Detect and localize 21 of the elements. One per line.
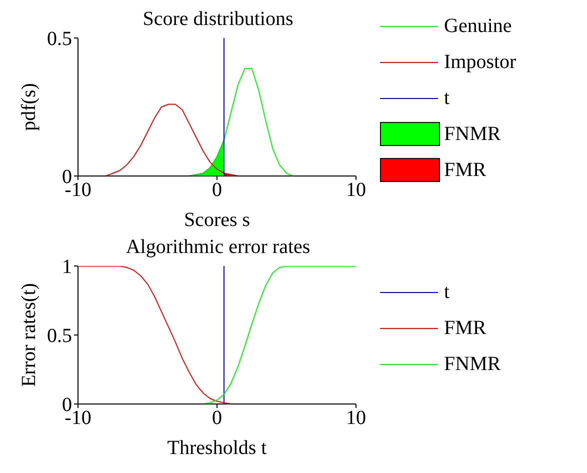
chart-title: Algorithmic error rates	[126, 236, 310, 258]
legend-label: FMR	[444, 158, 486, 182]
x-tick-label: 10	[346, 407, 366, 430]
legend-label: FNMR	[444, 352, 501, 376]
legend-label: Genuine	[444, 14, 512, 38]
legend-label: Impostor	[444, 50, 516, 74]
x-tick-label: 10	[346, 179, 366, 202]
x-axis-title: Thresholds t	[167, 437, 268, 459]
x-tick-label: 0	[212, 179, 222, 202]
legend-label: t	[444, 86, 450, 110]
y-axis-title: pdf(s)	[18, 83, 40, 131]
chart-title: Score distributions	[142, 8, 294, 30]
y-tick-label: 0.5	[47, 28, 72, 50]
legend-label: FMR	[444, 316, 486, 340]
x-axis-title: Scores s	[184, 209, 250, 231]
y-axis-title: Error rates(t)	[18, 283, 40, 387]
legend-label: FNMR	[444, 122, 501, 146]
legend-label: t	[444, 280, 450, 304]
y-tick-label: 0.5	[47, 325, 72, 348]
y-tick-label: 1	[62, 256, 72, 278]
x-tick-label: 0	[212, 407, 222, 430]
